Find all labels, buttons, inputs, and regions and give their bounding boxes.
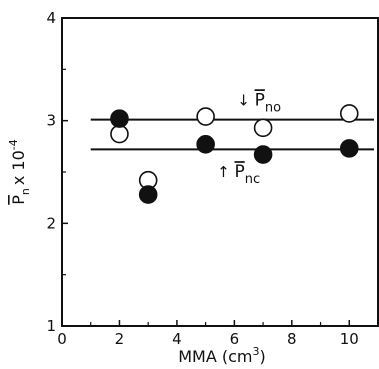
y-axis-label-sub: n [19, 188, 32, 195]
y-tick-label: 2 [46, 214, 56, 232]
filled-circle-point [339, 139, 359, 158]
filled-circle-point [253, 145, 273, 164]
x-tick-label: 8 [287, 330, 297, 348]
annotation-label: ↓ Pno [237, 90, 281, 115]
y-axis-label-sup: -4 [7, 139, 20, 150]
annotations: ↓ Pno ↑ Pnc [217, 90, 281, 187]
y-tick-label: 1 [46, 317, 56, 335]
open-circle-point [253, 118, 273, 138]
x-tick-label: 2 [115, 330, 125, 348]
y-tick-label: 3 [46, 112, 56, 130]
data-points [110, 104, 359, 204]
filled-circle-point [138, 185, 158, 204]
x-tick-label: 10 [340, 330, 359, 348]
filled-circle-point [196, 134, 215, 154]
x-axis-label-main: MMA (cm [178, 347, 252, 366]
y-axis-label-main: P [9, 195, 28, 205]
filled-circle-point [110, 109, 129, 128]
x-tick-label: 4 [172, 330, 182, 348]
x-tick-label: 6 [230, 330, 240, 348]
y-axis-label: Pn x 10-4 [7, 139, 32, 205]
y-axis-label-rest: x 10 [9, 150, 28, 185]
x-axis-label-sup: 3 [253, 345, 260, 358]
x-axis-label: MMA (cm3) [178, 345, 266, 366]
annotation-label: ↑ Pnc [217, 162, 260, 187]
open-circle-point [110, 124, 129, 144]
open-circle-point [339, 104, 359, 123]
reference-lines [90, 118, 374, 151]
x-axis-label-end: ) [260, 347, 266, 366]
y-tick-label: 4 [46, 9, 56, 27]
open-circle-point [196, 107, 215, 126]
x-tick-label: 0 [57, 330, 67, 348]
